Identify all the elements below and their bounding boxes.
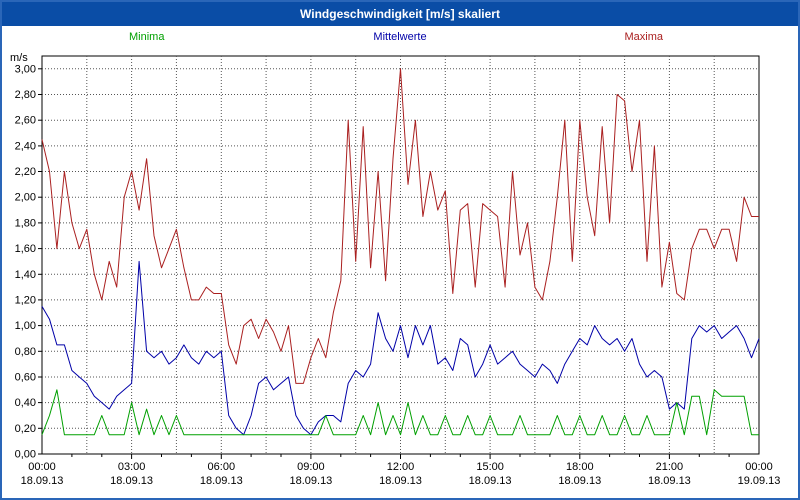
chart-svg: 0,00 0,20 0,40 0,60 0,80 1,00 1,20 1,40 1,60 1,80… [10, 52, 781, 487]
svg-text:00:00: 00:00 [745, 461, 773, 473]
svg-text:12:00: 12:00 [387, 461, 415, 473]
legend-minima-label: Minima [129, 31, 165, 43]
svg-text:1,00: 1,00 [15, 320, 36, 332]
chart-area: 0,00 0,20 0,40 0,60 0,80 1,00 1,20 1,40 1,60 1,80… [2, 48, 798, 498]
svg-text:18.09.13: 18.09.13 [200, 475, 243, 487]
svg-text:00:00: 00:00 [28, 461, 56, 473]
svg-text:0,80: 0,80 [15, 346, 36, 358]
page-title: Windgeschwindigkeit [m/s] skaliert [300, 7, 500, 21]
svg-text:06:00: 06:00 [208, 461, 236, 473]
svg-text:09:00: 09:00 [297, 461, 325, 473]
svg-text:0,00: 0,00 [15, 449, 36, 461]
svg-text:15:00: 15:00 [476, 461, 504, 473]
svg-text:21:00: 21:00 [656, 461, 684, 473]
svg-text:3,00: 3,00 [15, 63, 36, 75]
svg-text:0,40: 0,40 [15, 397, 36, 409]
title-bar: Windgeschwindigkeit [m/s] skaliert [2, 2, 798, 26]
svg-text:18.09.13: 18.09.13 [21, 475, 64, 487]
svg-text:1,20: 1,20 [15, 294, 36, 306]
svg-text:1,60: 1,60 [15, 243, 36, 255]
svg-text:18.09.13: 18.09.13 [558, 475, 601, 487]
legend-maxima-label: Maxima [624, 31, 663, 43]
svg-text:18.09.13: 18.09.13 [289, 475, 332, 487]
svg-text:0,60: 0,60 [15, 372, 36, 384]
svg-text:2,40: 2,40 [15, 140, 36, 152]
svg-text:2,80: 2,80 [15, 89, 36, 101]
svg-text:18.09.13: 18.09.13 [648, 475, 691, 487]
svg-text:2,20: 2,20 [15, 166, 36, 178]
svg-text:1,40: 1,40 [15, 269, 36, 281]
svg-text:0,20: 0,20 [15, 423, 36, 435]
svg-text:18:00: 18:00 [566, 461, 594, 473]
svg-text:18.09.13: 18.09.13 [469, 475, 512, 487]
svg-text:m/s: m/s [10, 52, 28, 64]
svg-text:2,00: 2,00 [15, 192, 36, 204]
svg-text:03:00: 03:00 [118, 461, 146, 473]
svg-text:2,60: 2,60 [15, 115, 36, 127]
chart-legend: Minima Mittelwerte Maxima [2, 26, 798, 48]
svg-text:19.09.13: 19.09.13 [738, 475, 781, 487]
legend-mittelwerte-label: Mittelwerte [373, 31, 427, 43]
svg-text:1,80: 1,80 [15, 217, 36, 229]
svg-text:18.09.13: 18.09.13 [110, 475, 153, 487]
svg-text:18.09.13: 18.09.13 [379, 475, 422, 487]
